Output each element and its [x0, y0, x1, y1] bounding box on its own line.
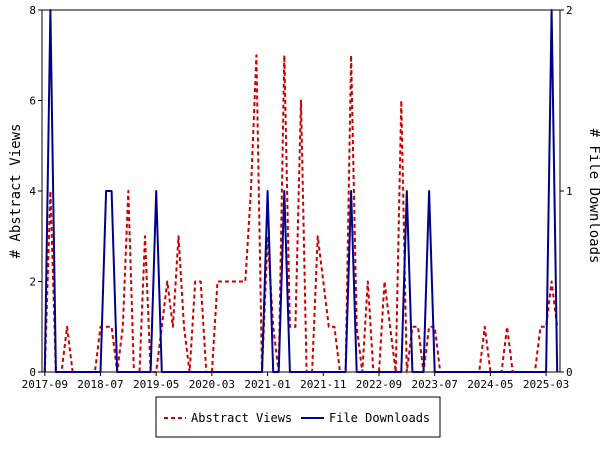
legend: Abstract Views File Downloads [155, 396, 441, 438]
left-tick-label: 0 [29, 366, 36, 379]
x-tick-label: 2021-01 [244, 378, 290, 391]
series-layer [43, 9, 559, 373]
legend-label-abstract-views: Abstract Views [191, 411, 292, 425]
legend-box [155, 396, 441, 438]
x-tick-label: 2019-05 [133, 378, 179, 391]
left-tick-label: 4 [29, 185, 36, 198]
left-axis-title: # Abstract Views [8, 124, 24, 259]
series-line-file-downloads [43, 9, 559, 373]
x-tick-label: 2017-09 [22, 378, 68, 391]
left-tick-label: 2 [29, 276, 36, 289]
left-tick-label: 6 [29, 95, 36, 108]
x-tick-label: 2018-07 [77, 378, 123, 391]
right-tick-label: 0 [566, 366, 573, 379]
series-line-abstract-views [43, 54, 559, 373]
x-tick-label: 2020-03 [189, 378, 235, 391]
ticks-layer: 2017-09 2018-07 2019-05 2020-03 2021-01 2021-… [22, 4, 573, 391]
legend-label-file-downloads: File Downloads [329, 411, 430, 425]
right-axis-title: # File Downloads [586, 129, 600, 264]
x-tick-label: 2025-03 [523, 378, 569, 391]
x-tick-label: 2022-09 [356, 378, 402, 391]
right-tick-label: 2 [566, 4, 573, 17]
x-tick-label: 2021-11 [300, 378, 346, 391]
right-tick-label: 1 [566, 185, 573, 198]
left-tick-label: 8 [29, 4, 36, 17]
plot-area [41, 9, 561, 373]
x-tick-label: 2024-05 [467, 378, 513, 391]
x-tick-label: 2023-07 [411, 378, 457, 391]
